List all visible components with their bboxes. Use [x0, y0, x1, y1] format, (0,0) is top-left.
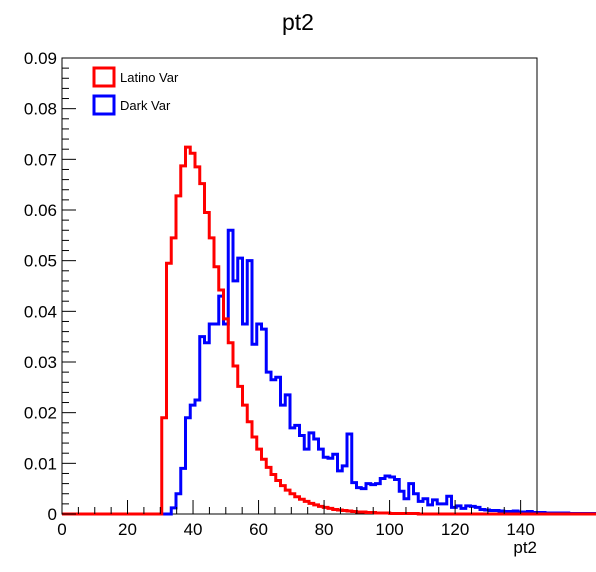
- y-tick-label: 0.03: [24, 353, 57, 372]
- x-tick-label: 120: [441, 520, 469, 539]
- legend-swatch-latino-var: [92, 66, 116, 88]
- x-tick-label: 0: [57, 520, 66, 539]
- y-tick-label: 0.07: [24, 150, 57, 169]
- x-tick-label: 40: [184, 520, 203, 539]
- legend-label-latino-var: Latino Var: [120, 70, 179, 85]
- y-tick-label: 0.09: [24, 49, 57, 68]
- series-dark-var-line: [62, 228, 596, 516]
- x-tick-label: 140: [506, 520, 534, 539]
- legend-label-dark-var: Dark Var: [120, 98, 171, 113]
- legend: Latino Var Dark Var: [92, 66, 179, 116]
- x-axis-label: pt2: [513, 538, 537, 557]
- y-axis: 0 0.01 0.02 0.03 0.04 0.05 0.06 0.07 0.08 0.09: [24, 49, 76, 524]
- x-tick-label: 60: [249, 520, 268, 539]
- x-axis: 0 20 40 60 80 100 120 140: [57, 500, 538, 539]
- x-tick-label: 100: [375, 520, 403, 539]
- x-tick-label: 20: [118, 520, 137, 539]
- chart-title: pt2: [282, 9, 314, 35]
- y-tick-label: 0.04: [24, 302, 57, 321]
- y-tick-label: 0.06: [24, 201, 57, 220]
- legend-swatch-dark-var: [92, 94, 116, 116]
- y-tick-label: 0: [48, 505, 57, 524]
- y-tick-label: 0.01: [24, 454, 57, 473]
- series-latino-var-line: [62, 145, 596, 516]
- y-tick-label: 0.05: [24, 252, 57, 271]
- series-layer: [62, 145, 596, 516]
- plot-frame: [61, 57, 538, 515]
- y-tick-label: 0.02: [24, 404, 57, 423]
- x-tick-label: 80: [315, 520, 334, 539]
- y-tick-label: 0.08: [24, 100, 57, 119]
